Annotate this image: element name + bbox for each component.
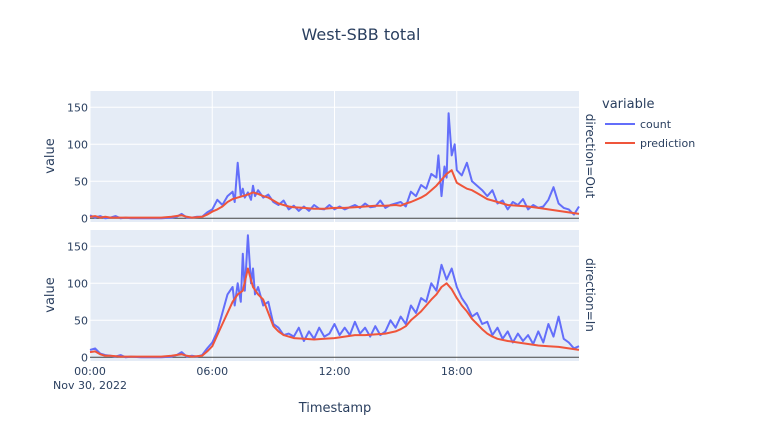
legend-item-prediction[interactable]: prediction: [605, 137, 695, 150]
x-tick-label-2: 12:00: [319, 365, 351, 378]
legend-label-prediction: prediction: [640, 137, 695, 150]
legend-label-count: count: [640, 118, 672, 131]
series-line-prediction-0: [89, 169, 580, 219]
facet-label-out: direction=Out: [583, 114, 597, 199]
facet-label-in: direction=In: [583, 258, 597, 332]
chart-title: West-SBB total: [302, 25, 421, 44]
y-tick-label-0-3: 150: [67, 101, 88, 114]
legend-item-count[interactable]: count: [605, 118, 672, 131]
x-tick-label-1: 06:00: [196, 365, 228, 378]
y-tick-label-1-3: 150: [67, 240, 88, 253]
series-layer: [89, 112, 580, 359]
x-tick-label-3: 18:00: [441, 365, 473, 378]
x-tick-date: Nov 30, 2022: [53, 379, 127, 392]
y-tick-label-1-2: 100: [67, 277, 88, 290]
x-axis-title: Timestamp: [298, 401, 372, 416]
y-axis-title-out: value: [43, 138, 58, 174]
series-line-prediction-1: [89, 267, 580, 358]
legend-title: variable: [602, 97, 654, 112]
y-tick-label-1-0: 0: [81, 351, 88, 364]
y-tick-label-0-2: 100: [67, 138, 88, 151]
y-tick-label-0-0: 0: [81, 212, 88, 225]
x-tick-label-0: 00:00: [74, 365, 106, 378]
legend: variable count prediction: [602, 97, 695, 150]
y-tick-label-1-1: 50: [74, 314, 88, 327]
y-tick-label-0-1: 50: [74, 175, 88, 188]
tick-layer: 0 50 100 150 0 50 100 150 00:00 06:00 12:00 18:00: [67, 101, 473, 378]
y-axis-title-in: value: [43, 277, 58, 313]
